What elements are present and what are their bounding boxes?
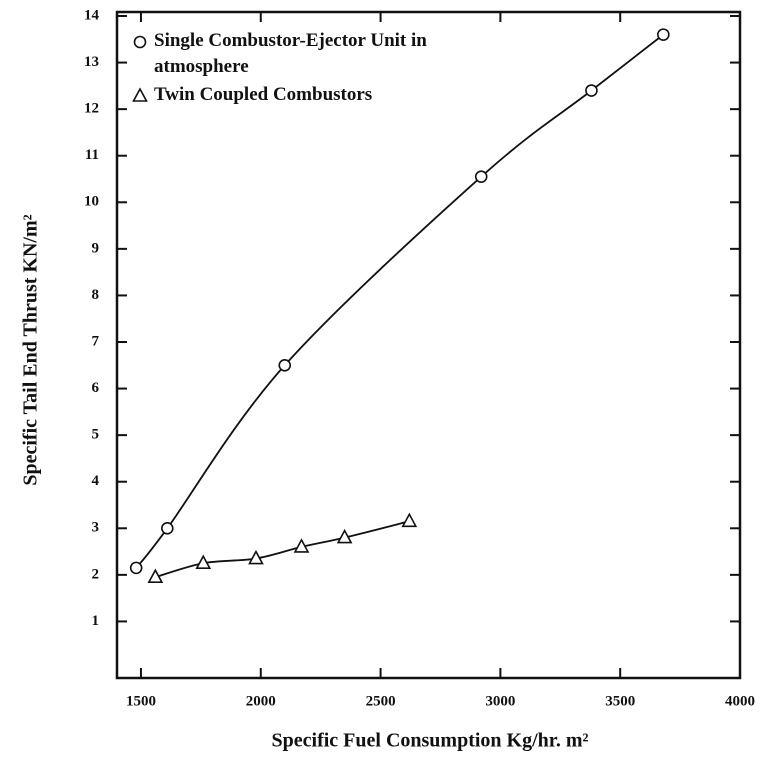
y-tick-label: 3: [92, 520, 100, 536]
legend: Single Combustor-Ejector Unit in atmosph…: [132, 28, 432, 110]
y-tick-label: 10: [84, 194, 99, 210]
y-tick-label: 9: [92, 240, 100, 256]
circle-marker: [474, 170, 488, 183]
circle-marker: [585, 84, 598, 97]
triangle-marker: [293, 538, 310, 553]
y-tick-label: 4: [92, 473, 100, 489]
y-tick-label: 11: [85, 147, 99, 163]
y-axis-title: Specific Tail End Thrust KN/m²: [20, 214, 42, 485]
circle-marker: [278, 358, 292, 372]
y-tick-label: 5: [92, 427, 100, 443]
legend-label: Twin Coupled Combustors: [154, 84, 373, 105]
circle-marker: [161, 521, 174, 535]
fit-curve: [155, 520, 410, 579]
x-tick-label: 2000: [246, 693, 276, 709]
y-tick-label: 12: [84, 101, 99, 117]
x-tick-label: 3000: [485, 693, 515, 709]
triangle-marker: [336, 528, 353, 544]
x-tick-label: 1500: [126, 693, 156, 709]
triangle-marker: [132, 87, 148, 102]
y-tick-label: 1: [92, 613, 100, 629]
legend-symbol: [133, 35, 147, 49]
x-tick-label: 4000: [725, 693, 755, 709]
x-axis-title: Specific Fuel Consumption Kg/hr. m²: [272, 730, 589, 752]
legend-symbol: [132, 87, 148, 102]
x-tick-label: 3500: [605, 693, 635, 709]
triangle-marker: [248, 549, 264, 565]
y-tick-label: 8: [92, 287, 100, 303]
x-tick-label: 2500: [366, 693, 396, 709]
plot-frame: [115, 10, 742, 680]
triangle-marker: [401, 512, 418, 528]
fit-curve: [135, 33, 664, 569]
y-tick-label: 6: [92, 380, 100, 396]
legend-entry: Single Combustor-Ejector Unit in atmosph…: [132, 28, 432, 80]
circle-marker: [657, 28, 670, 41]
y-tick-label: 7: [92, 333, 100, 349]
circle-marker: [129, 561, 143, 575]
y-tick-label: 14: [84, 7, 100, 23]
legend-label: Single Combustor-Ejector Unit in atmosph…: [154, 30, 427, 77]
y-tick-label: 13: [84, 54, 99, 70]
triangle-marker: [147, 568, 164, 583]
triangle-marker: [195, 554, 212, 570]
circle-marker: [133, 35, 147, 49]
y-tick-label: 2: [92, 566, 100, 582]
legend-entry: Twin Coupled Combustors: [132, 82, 432, 108]
